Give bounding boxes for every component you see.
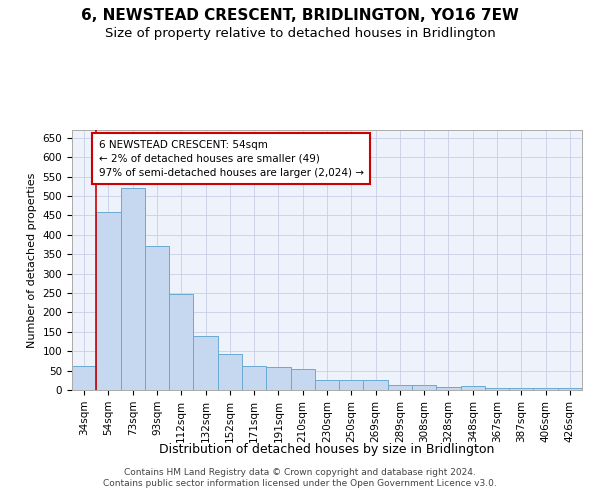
Bar bbox=[533, 388, 558, 390]
Bar bbox=[169, 294, 193, 390]
Bar bbox=[388, 386, 412, 390]
Bar bbox=[242, 366, 266, 390]
Text: 6, NEWSTEAD CRESCENT, BRIDLINGTON, YO16 7EW: 6, NEWSTEAD CRESCENT, BRIDLINGTON, YO16 … bbox=[81, 8, 519, 22]
Y-axis label: Number of detached properties: Number of detached properties bbox=[27, 172, 37, 348]
Bar bbox=[218, 354, 242, 390]
Bar bbox=[364, 380, 388, 390]
Bar bbox=[485, 388, 509, 390]
Bar bbox=[96, 212, 121, 390]
Text: Distribution of detached houses by size in Bridlington: Distribution of detached houses by size … bbox=[160, 442, 494, 456]
Text: Contains HM Land Registry data © Crown copyright and database right 2024.
Contai: Contains HM Land Registry data © Crown c… bbox=[103, 468, 497, 487]
Bar bbox=[145, 246, 169, 390]
Bar bbox=[558, 388, 582, 390]
Bar bbox=[412, 386, 436, 390]
Bar bbox=[339, 380, 364, 390]
Bar bbox=[509, 388, 533, 390]
Bar bbox=[315, 380, 339, 390]
Text: Size of property relative to detached houses in Bridlington: Size of property relative to detached ho… bbox=[104, 28, 496, 40]
Bar bbox=[290, 368, 315, 390]
Bar bbox=[266, 368, 290, 390]
Bar bbox=[72, 366, 96, 390]
Bar bbox=[436, 388, 461, 390]
Bar bbox=[193, 336, 218, 390]
Bar bbox=[121, 188, 145, 390]
Bar bbox=[461, 386, 485, 390]
Text: 6 NEWSTEAD CRESCENT: 54sqm
← 2% of detached houses are smaller (49)
97% of semi-: 6 NEWSTEAD CRESCENT: 54sqm ← 2% of detac… bbox=[99, 140, 364, 177]
